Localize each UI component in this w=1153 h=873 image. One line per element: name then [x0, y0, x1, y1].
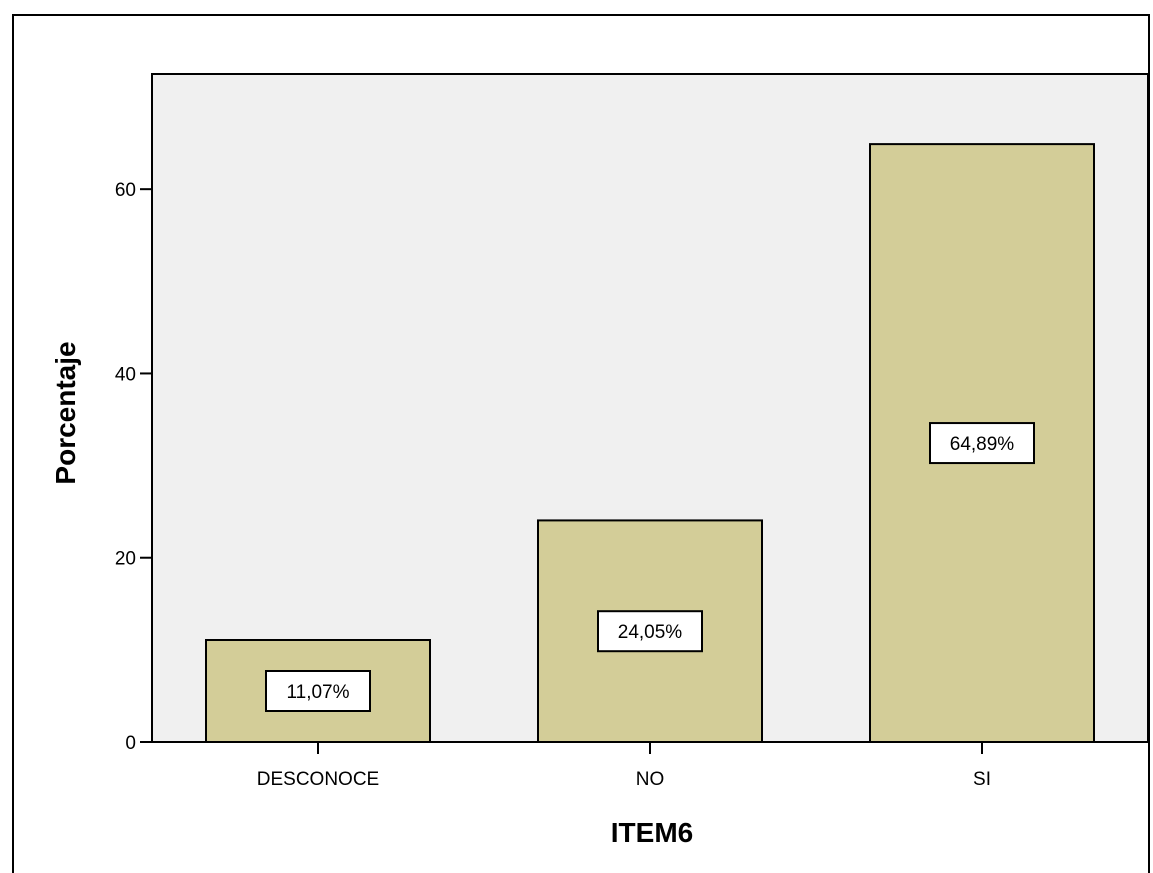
y-axis: 0 20 40 60	[115, 74, 153, 754]
y-axis-title: Porcentaje	[50, 341, 81, 484]
data-label: 11,07%	[286, 682, 349, 703]
y-tick-label: 60	[115, 180, 136, 201]
y-tick-label: 20	[115, 549, 136, 570]
x-tick-label: SI	[973, 769, 991, 790]
x-tick-label: DESCONOCE	[257, 769, 379, 790]
x-tick-label: NO	[636, 769, 665, 790]
y-tick-label: 0	[125, 733, 136, 754]
x-axis: DESCONOCE NO SI	[257, 742, 991, 790]
data-label-box	[265, 670, 371, 713]
data-label-box	[597, 610, 703, 653]
data-label: 24,05%	[618, 622, 683, 643]
x-axis-title: ITEM6	[611, 817, 693, 848]
data-label: 64,89%	[950, 434, 1015, 455]
y-tick-label: 40	[115, 364, 136, 385]
data-label-box	[929, 422, 1035, 465]
